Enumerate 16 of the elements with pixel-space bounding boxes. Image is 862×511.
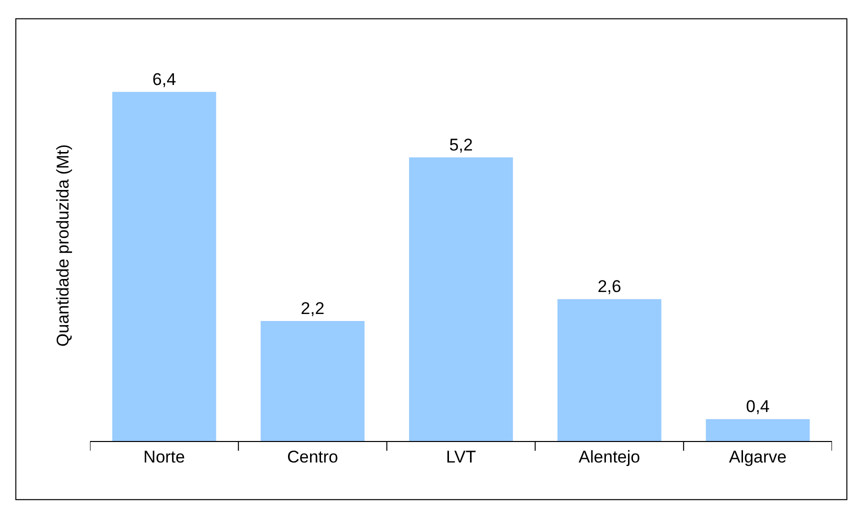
data-label: 2,2 [300,298,324,318]
x-tick-label: Alentejo [578,447,640,466]
bar [112,92,216,441]
bar [706,419,810,441]
data-label: 0,4 [746,397,770,416]
data-label: 2,6 [598,277,622,296]
x-tick-label: Algarve [728,447,787,466]
x-tick-label: Norte [143,447,185,466]
data-label: 5,2 [449,135,473,154]
bar [260,320,365,441]
y-axis-title: Quantidade produzida (Mt) [54,144,73,347]
bar [409,157,513,441]
x-tick-label: LVT [446,447,476,466]
data-label: 6,4 [152,70,176,89]
x-tick-label: Centro [287,447,338,466]
bar [557,299,662,441]
